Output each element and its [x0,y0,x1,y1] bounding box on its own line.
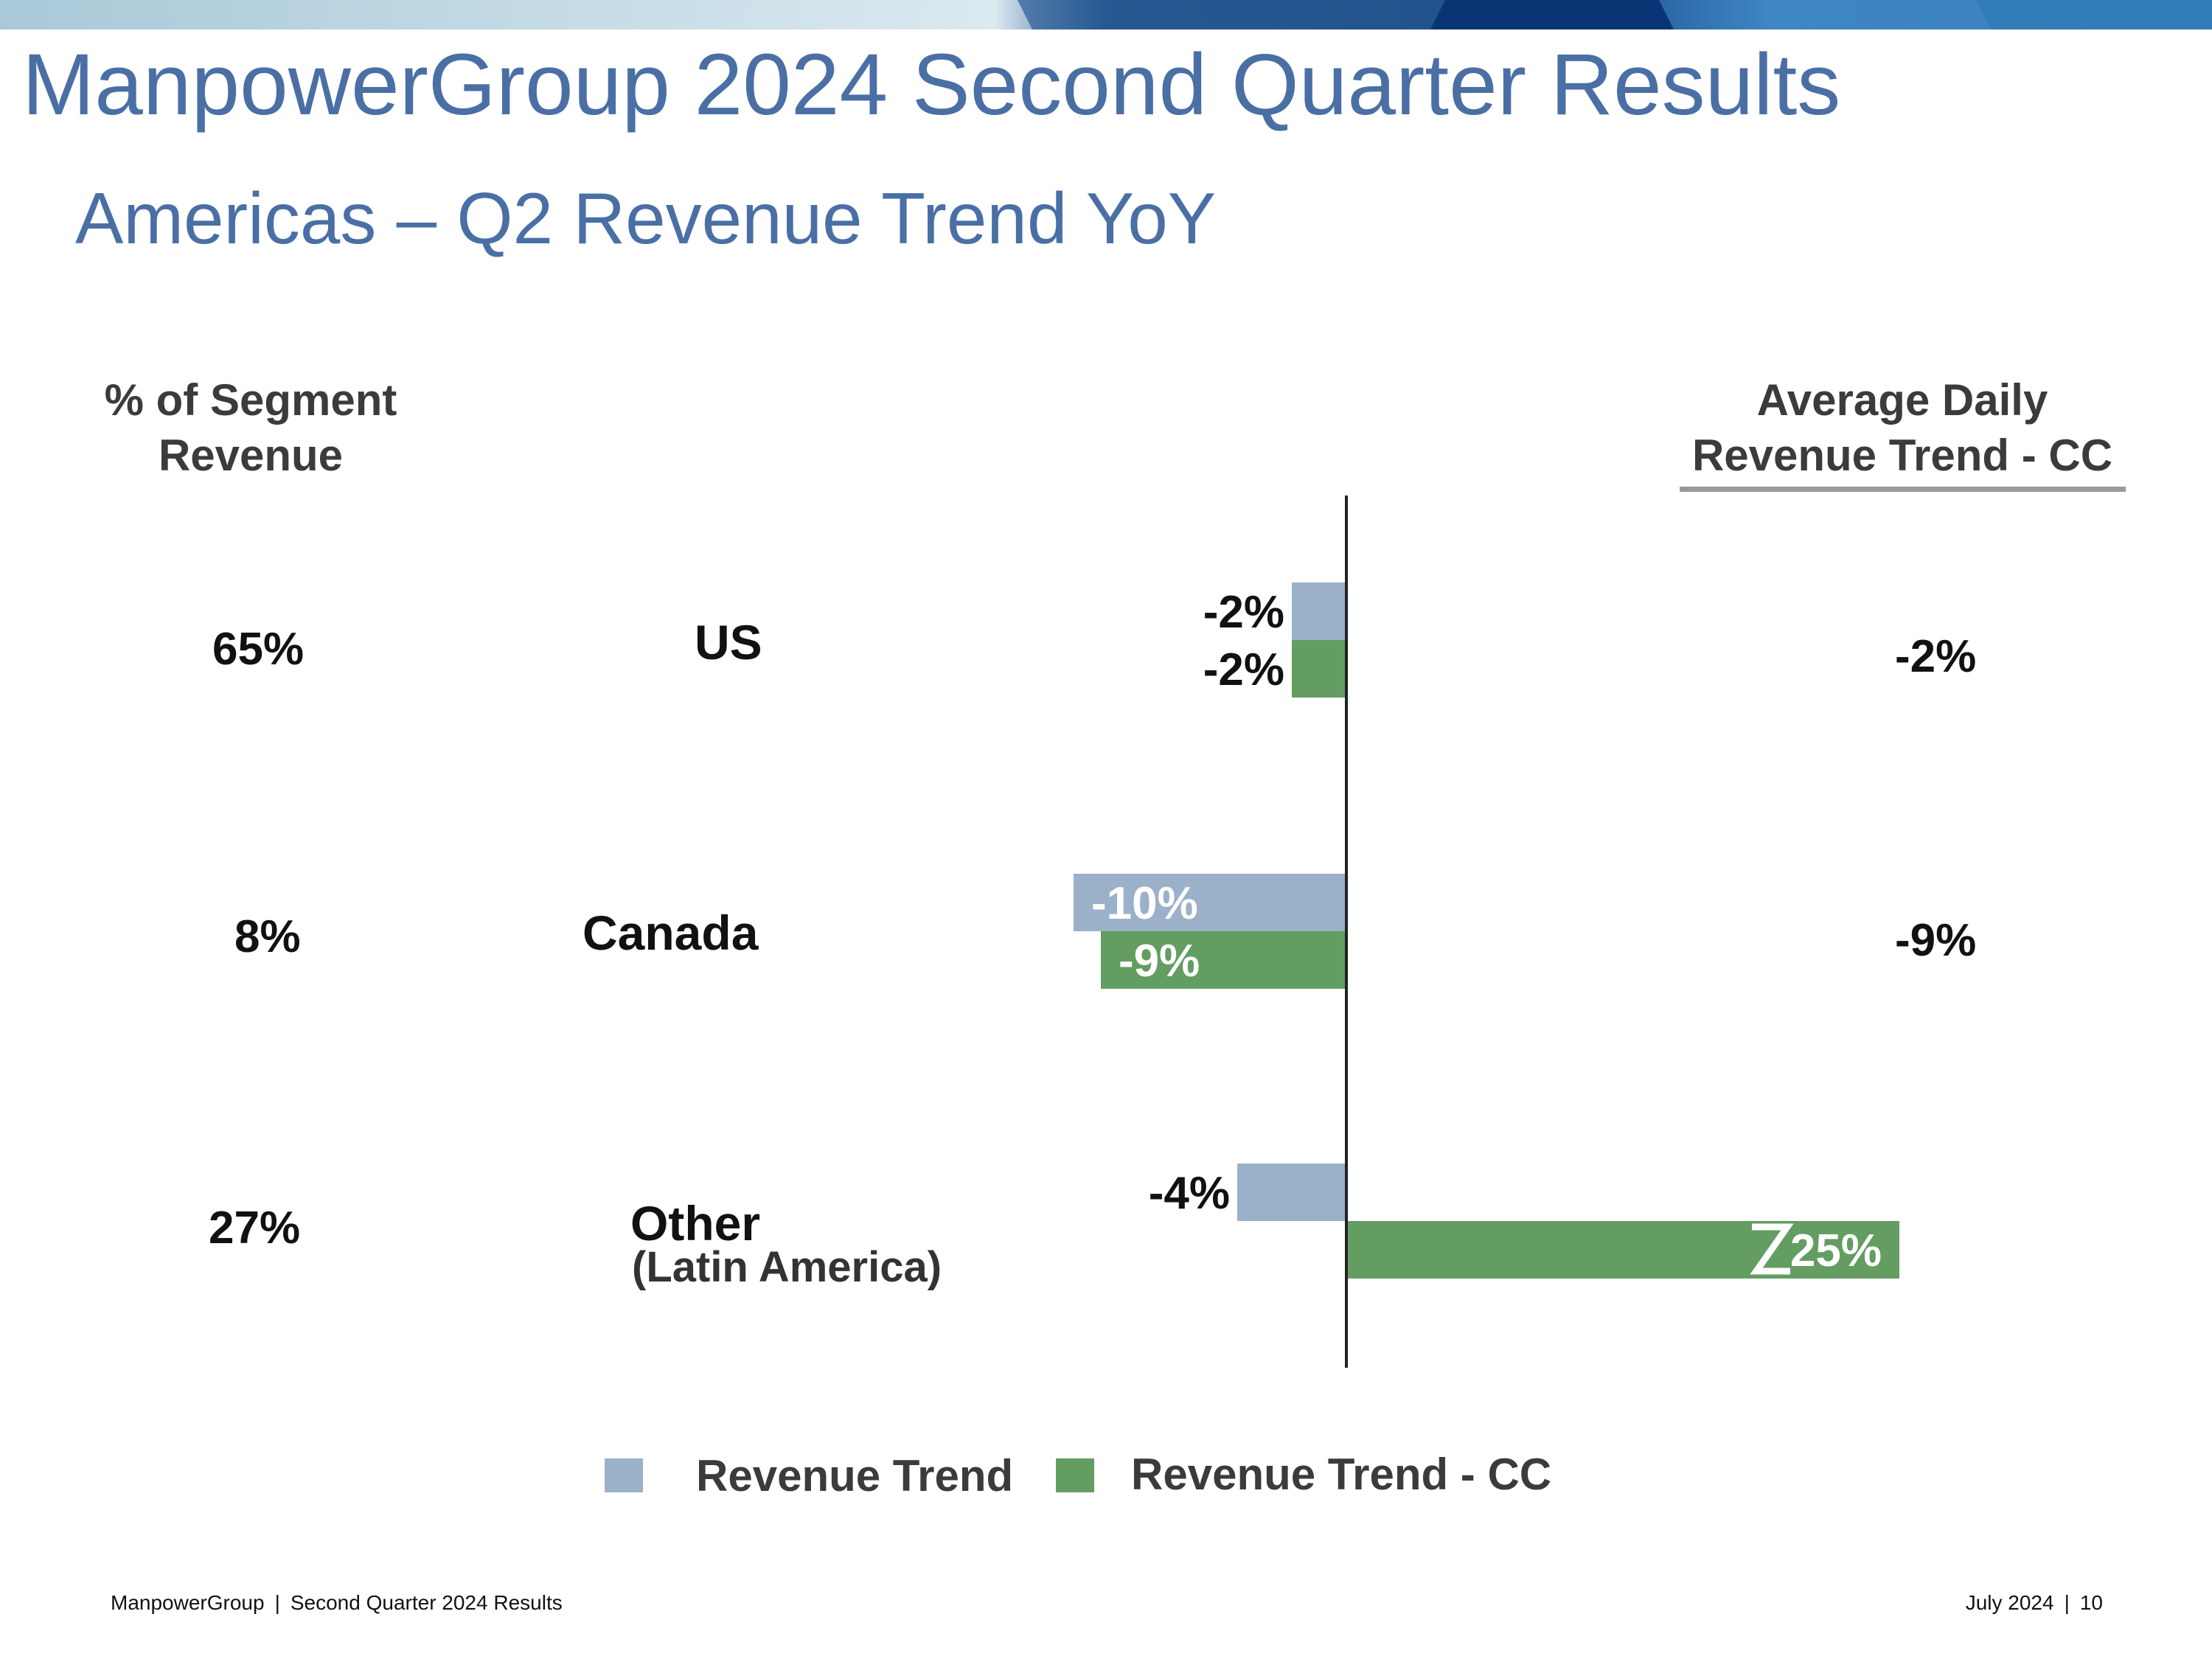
bar-revenue-trend-cc-us [1292,640,1346,698]
adr-trend-header: Average Daily Revenue Trend - CC [1666,372,2138,483]
segment-header-line2: Revenue [158,431,344,480]
header-banner [0,0,2212,29]
legend-swatch-revenue-trend-cc [1056,1458,1094,1492]
region-sublabel-other: (Latin America) [632,1243,942,1291]
footer-left: ManpowerGroup | Second Quarter 2024 Result… [111,1591,563,1614]
adr-value-us: -2% [1895,631,1977,682]
data-label-revenue-trend-cc-canada: -9% [1119,936,1200,987]
data-label-revenue-trend-us: -2% [1203,587,1284,638]
legend-swatch-revenue-trend [605,1458,643,1492]
segment-pct-us: 65% [212,624,305,675]
footer-company: ManpowerGroup [111,1591,265,1614]
segment-revenue-header: % of Segment Revenue [74,372,428,483]
bar-revenue-trend-us [1292,582,1346,640]
footer-date: July 2024 [1965,1591,2054,1614]
region-label-other: Other [630,1196,761,1251]
footer-report: Second Quarter 2024 Results [290,1591,563,1614]
region-label-us: US [695,615,762,669]
bar-revenue-trend-canada [1074,874,1346,931]
segment-pct-canada: 8% [234,911,301,962]
slide-subtitle: Americas – Q2 Revenue Trend YoY [75,178,1217,259]
legend-label-revenue-trend-cc: Revenue Trend - CC [1131,1450,1552,1499]
data-label-revenue-trend-other-latin-america: -4% [1149,1168,1230,1219]
adr-header-line1: Average Daily [1756,375,2048,425]
data-label-revenue-trend-canada: -10% [1091,878,1198,929]
axis-break-icon [1750,1223,1794,1275]
footer-right: July 2024 | 10 [1965,1591,2103,1614]
data-label-revenue-trend-cc-us: -2% [1203,644,1284,695]
segment-header-line1: % of Segment [104,375,397,425]
region-label-canada: Canada [582,905,759,960]
bar-revenue-trend-cc-other-latin-america [1346,1221,1899,1279]
bar-revenue-trend-cc-canada [1101,931,1346,989]
adr-header-line2: Revenue Trend - CC [1691,431,2113,480]
adr-header-underline [1680,487,2126,492]
bar-revenue-trend-other-latin-america [1237,1164,1346,1221]
footer-page-number: 10 [2079,1591,2103,1614]
slide-title: ManpowerGroup 2024 Second Quarter Result… [22,36,1841,133]
legend-label-revenue-trend: Revenue Trend [696,1451,1014,1500]
segment-pct-other: 27% [209,1203,301,1253]
adr-value-canada: -9% [1895,915,1977,966]
data-label-revenue-trend-cc-other-latin-america: 25% [1790,1225,1882,1276]
